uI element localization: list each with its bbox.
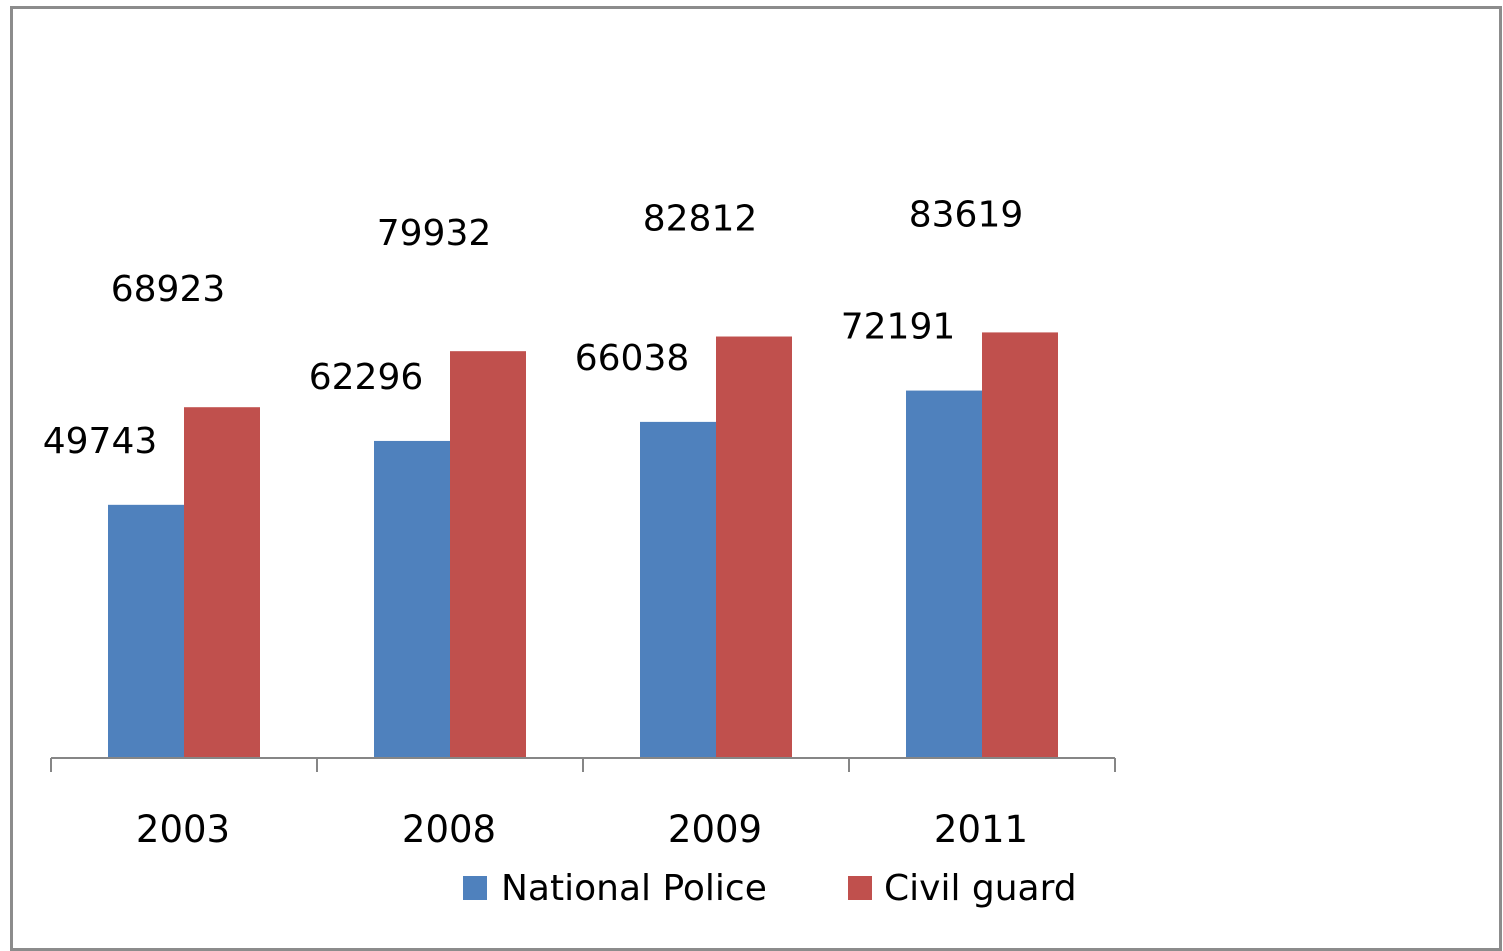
x-axis [50,757,1116,772]
data-label-national-police-2011: 72191 [841,307,956,348]
data-label-civil-guard-2011: 83619 [909,194,1024,235]
bar-national-police-2011 [906,390,982,758]
bar-national-police-2009 [640,421,716,758]
legend-label-national-police: National Police [501,868,767,909]
x-tick-label-2009: 2009 [668,808,762,851]
data-label-civil-guard-2003: 68923 [111,269,226,310]
bar-civil-guard-2003 [184,407,260,758]
x-tick-label-2003: 2003 [136,808,230,851]
x-tick-label-2008: 2008 [402,808,496,851]
legend: National Police Civil guard [463,868,1077,909]
bar-national-police-2003 [108,504,184,758]
bar-civil-guard-2009 [716,336,792,758]
x-tick-labels: 2003 2008 2009 2011 [136,808,1028,851]
legend-label-civil-guard: Civil guard [884,868,1077,909]
bars-group [108,332,1058,758]
legend-swatch-civil-guard [848,876,872,900]
x-tick-label-2011: 2011 [934,808,1028,851]
data-label-national-police-2003: 49743 [43,421,158,462]
bar-civil-guard-2011 [982,332,1058,758]
data-label-national-police-2009: 66038 [575,338,690,379]
legend-swatch-national-police [463,876,487,900]
data-label-civil-guard-2009: 82812 [643,199,758,240]
bar-national-police-2008 [374,440,450,758]
data-label-civil-guard-2008: 79932 [377,213,492,254]
data-label-national-police-2008: 62296 [309,357,424,398]
value-labels-group: 49743 68923 62296 79932 66038 82812 72191 83619 [43,194,1024,461]
bar-civil-guard-2008 [450,351,526,758]
